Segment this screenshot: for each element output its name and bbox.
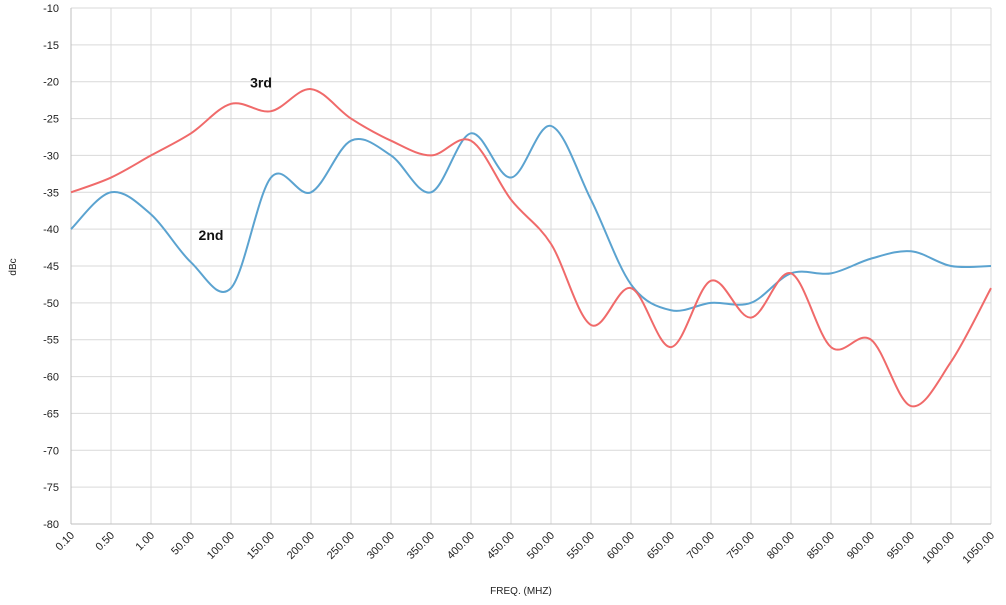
y-tick-label: -50 bbox=[43, 298, 59, 310]
y-tick-label: -30 bbox=[43, 150, 59, 162]
x-tick-label: 100.00 bbox=[205, 530, 237, 562]
y-tick-label: -15 bbox=[43, 40, 59, 52]
y-tick-label: -55 bbox=[43, 335, 59, 347]
y-tick-label: -10 bbox=[43, 3, 59, 15]
x-tick-label: 50.00 bbox=[169, 530, 197, 558]
y-tick-label: -70 bbox=[43, 445, 59, 457]
y-tick-label: -35 bbox=[43, 187, 59, 199]
x-tick-label: 1.00 bbox=[133, 530, 157, 554]
y-tick-label: -60 bbox=[43, 372, 59, 384]
x-tick-label: 950.00 bbox=[885, 530, 917, 562]
y-tick-label: -25 bbox=[43, 114, 59, 126]
x-tick-label: 400.00 bbox=[445, 530, 477, 562]
x-tick-label: 900.00 bbox=[845, 530, 877, 562]
x-tick-labels: 0.10 0.50 1.00 50.00 100.00 150.00 200.00 250.0… bbox=[53, 530, 997, 567]
y-tick-label: -45 bbox=[43, 261, 59, 273]
x-tick-label: 550.00 bbox=[565, 530, 597, 562]
y-tick-labels: -10 -15 -20 -25 -30 -35 -40 -45 -50 -55 -60 -65 -70 -… bbox=[43, 3, 59, 531]
x-tick-label: 800.00 bbox=[765, 530, 797, 562]
x-tick-label: 200.00 bbox=[285, 530, 317, 562]
x-tick-label: 650.00 bbox=[645, 530, 677, 562]
x-axis-title: FREQ. (MHZ) bbox=[490, 586, 552, 597]
series-annotation: 3rd bbox=[250, 75, 272, 91]
grid-lines bbox=[70, 7, 992, 525]
x-tick-label: 450.00 bbox=[485, 530, 517, 562]
x-tick-label: 150.00 bbox=[245, 530, 277, 562]
x-tick-label: 0.10 bbox=[53, 530, 77, 554]
annotations: 3rd 2nd bbox=[199, 75, 272, 244]
series-line-2nd bbox=[70, 124, 992, 312]
series-line-3rd bbox=[70, 88, 992, 408]
x-tick-label: 850.00 bbox=[805, 530, 837, 562]
x-tick-label: 700.00 bbox=[685, 530, 717, 562]
y-tick-label: -40 bbox=[43, 224, 59, 236]
x-tick-label: 1050.00 bbox=[961, 530, 998, 567]
series-annotation: 2nd bbox=[199, 227, 224, 243]
x-tick-label: 250.00 bbox=[325, 530, 357, 562]
x-tick-label: 350.00 bbox=[405, 530, 437, 562]
x-tick-label: 0.50 bbox=[93, 530, 117, 554]
y-axis-title: dBc bbox=[8, 258, 19, 275]
x-tick-label: 1000.00 bbox=[921, 530, 958, 567]
x-tick-label: 750.00 bbox=[725, 530, 757, 562]
y-tick-label: -65 bbox=[43, 408, 59, 420]
x-tick-label: 600.00 bbox=[605, 530, 637, 562]
x-tick-label: 300.00 bbox=[365, 530, 397, 562]
y-tick-label: -80 bbox=[43, 519, 59, 531]
series-lines bbox=[70, 88, 992, 408]
y-tick-label: -75 bbox=[43, 482, 59, 494]
x-tick-label: 500.00 bbox=[525, 530, 557, 562]
y-tick-label: -20 bbox=[43, 77, 59, 89]
